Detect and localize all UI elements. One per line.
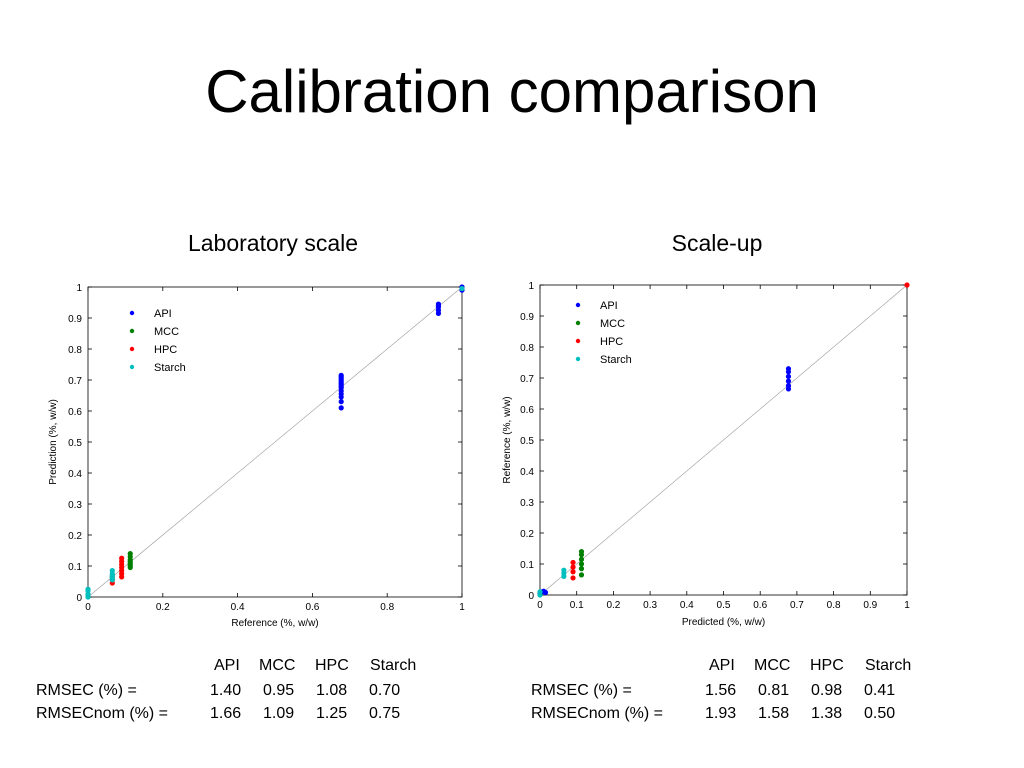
table-cell: 1.66 bbox=[210, 705, 242, 722]
table-cell: 0.41 bbox=[864, 682, 896, 699]
table-header: HPC bbox=[315, 657, 349, 674]
row-label: RMSEC (%) = bbox=[531, 682, 632, 699]
table-header: Starch bbox=[370, 657, 417, 674]
x-tick-label: 0.2 bbox=[156, 602, 170, 613]
table-cell: 0.75 bbox=[369, 705, 401, 722]
legend-marker-api bbox=[129, 310, 135, 316]
y-axis-label: Prediction (%, w/w) bbox=[48, 399, 59, 485]
table-cell: 1.40 bbox=[210, 682, 242, 699]
y-tick-label: 0.8 bbox=[68, 345, 82, 356]
legend-marker-mcc bbox=[129, 328, 135, 334]
table-cell: 1.08 bbox=[316, 682, 348, 699]
x-axis-label: Reference (%, w/w) bbox=[231, 618, 318, 629]
x-tick-label: 0.6 bbox=[305, 602, 319, 613]
data-point-api bbox=[338, 405, 344, 411]
table-header: MCC bbox=[259, 657, 296, 674]
table-cell: 0.70 bbox=[369, 682, 401, 699]
table-header: Starch bbox=[865, 657, 912, 674]
row-label: RMSECnom (%) = bbox=[531, 705, 664, 722]
data-point-api bbox=[435, 301, 442, 307]
y-tick-label: 0 bbox=[76, 593, 82, 604]
y-tick-label: 1 bbox=[76, 283, 82, 294]
table-cell: 0.81 bbox=[758, 682, 790, 699]
chart-title-scaleup: Scale-up bbox=[671, 230, 763, 256]
y-tick-label: 0.6 bbox=[68, 407, 82, 418]
table-cell: 1.38 bbox=[811, 705, 843, 722]
table-cell: 0.95 bbox=[263, 682, 295, 699]
data-point-mcc bbox=[127, 551, 133, 557]
y-tick-label: 0.3 bbox=[68, 500, 82, 511]
x-tick-label: 0 bbox=[85, 602, 91, 613]
table-cell: 1.25 bbox=[316, 705, 348, 722]
row-label: RMSEC (%) = bbox=[36, 682, 137, 699]
chart-title-laboratory: Laboratory scale bbox=[187, 230, 359, 256]
table-cell: 1.93 bbox=[705, 705, 737, 722]
table-cell: 1.56 bbox=[705, 682, 737, 699]
y-tick-label: 0.5 bbox=[68, 438, 82, 449]
table-cell: 1.58 bbox=[758, 705, 790, 722]
table-header: API bbox=[214, 657, 240, 674]
slide-title: Calibration comparison bbox=[205, 58, 819, 125]
y-tick-label: 0.9 bbox=[68, 314, 82, 325]
table-cell: 0.50 bbox=[864, 705, 896, 722]
table-header: API bbox=[709, 657, 735, 674]
legend-label-hpc: HPC bbox=[154, 344, 177, 356]
table-header: MCC bbox=[754, 657, 791, 674]
x-tick-label: 1 bbox=[459, 602, 465, 613]
data-point-api bbox=[338, 372, 344, 378]
data-point-starch bbox=[85, 586, 91, 592]
table-header: HPC bbox=[810, 657, 844, 674]
x-tick-label: 0.8 bbox=[380, 602, 394, 613]
y-tick-label: 0.2 bbox=[68, 531, 82, 542]
data-point-api bbox=[338, 399, 344, 405]
y-tick-label: 0.1 bbox=[68, 562, 82, 573]
row-label: RMSECnom (%) = bbox=[36, 705, 169, 722]
legend-label-api: API bbox=[154, 308, 172, 320]
legend-label-starch: Starch bbox=[154, 362, 186, 374]
data-point-starch bbox=[109, 568, 115, 574]
y-tick-label: 0.4 bbox=[68, 469, 82, 480]
identity-line bbox=[87, 286, 463, 598]
y-tick-label: 0.7 bbox=[68, 376, 82, 387]
data-point-hpc bbox=[119, 555, 125, 561]
legend-marker-starch bbox=[129, 364, 135, 370]
data-point-starch bbox=[459, 285, 465, 292]
legend-marker-hpc bbox=[129, 346, 135, 352]
table-cell: 1.09 bbox=[263, 705, 295, 722]
x-tick-label: 0.4 bbox=[231, 602, 245, 613]
table-cell: 0.98 bbox=[811, 682, 843, 699]
legend-label-mcc: MCC bbox=[154, 326, 179, 338]
